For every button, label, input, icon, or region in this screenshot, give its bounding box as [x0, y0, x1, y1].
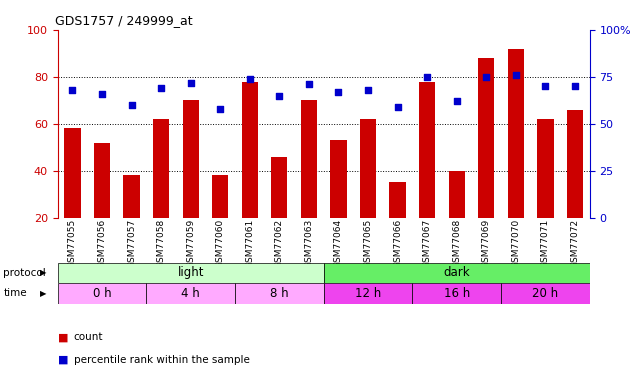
Bar [449, 171, 465, 217]
Bar [242, 82, 258, 218]
Point [67, 87, 78, 93]
Bar [360, 119, 376, 218]
Point [511, 72, 521, 78]
Text: ▶: ▶ [40, 268, 47, 278]
Bar [124, 176, 140, 217]
Bar [324, 262, 590, 283]
Point [304, 81, 314, 87]
Point [540, 83, 551, 89]
Bar [94, 142, 110, 218]
Text: GDS1757 / 249999_at: GDS1757 / 249999_at [55, 15, 193, 27]
Bar [301, 100, 317, 218]
Bar [508, 49, 524, 217]
Bar [537, 119, 554, 218]
Bar [58, 262, 324, 283]
Text: 20 h: 20 h [532, 287, 558, 300]
Bar [412, 283, 501, 304]
Text: 0 h: 0 h [93, 287, 112, 300]
Bar [146, 283, 235, 304]
Bar [567, 110, 583, 218]
Point [97, 91, 107, 97]
Text: ▶: ▶ [40, 289, 47, 298]
Point [126, 102, 137, 108]
Point [333, 89, 344, 95]
Bar [212, 176, 228, 217]
Point [570, 83, 580, 89]
Text: time: time [3, 288, 27, 298]
Text: protocol: protocol [3, 268, 46, 278]
Bar [58, 283, 146, 304]
Text: 8 h: 8 h [270, 287, 288, 300]
Bar [501, 283, 590, 304]
Bar [330, 140, 347, 218]
Text: percentile rank within the sample: percentile rank within the sample [74, 355, 249, 365]
Point [245, 76, 255, 82]
Text: 12 h: 12 h [355, 287, 381, 300]
Text: light: light [178, 266, 204, 279]
Bar [183, 100, 199, 218]
Point [156, 85, 166, 91]
Bar [478, 58, 494, 217]
Point [481, 74, 492, 80]
Bar [419, 82, 435, 218]
Bar [153, 119, 169, 218]
Bar [64, 128, 81, 217]
Text: count: count [74, 333, 103, 342]
Point [363, 87, 373, 93]
Text: 16 h: 16 h [444, 287, 470, 300]
Bar [235, 283, 324, 304]
Point [392, 104, 403, 110]
Point [274, 93, 285, 99]
Point [186, 80, 196, 86]
Text: dark: dark [444, 266, 470, 279]
Point [215, 106, 226, 112]
Point [422, 74, 432, 80]
Bar [390, 182, 406, 218]
Text: ■: ■ [58, 355, 68, 365]
Point [451, 98, 462, 104]
Bar [271, 157, 288, 218]
Bar [324, 283, 412, 304]
Text: ■: ■ [58, 333, 68, 342]
Text: 4 h: 4 h [181, 287, 200, 300]
